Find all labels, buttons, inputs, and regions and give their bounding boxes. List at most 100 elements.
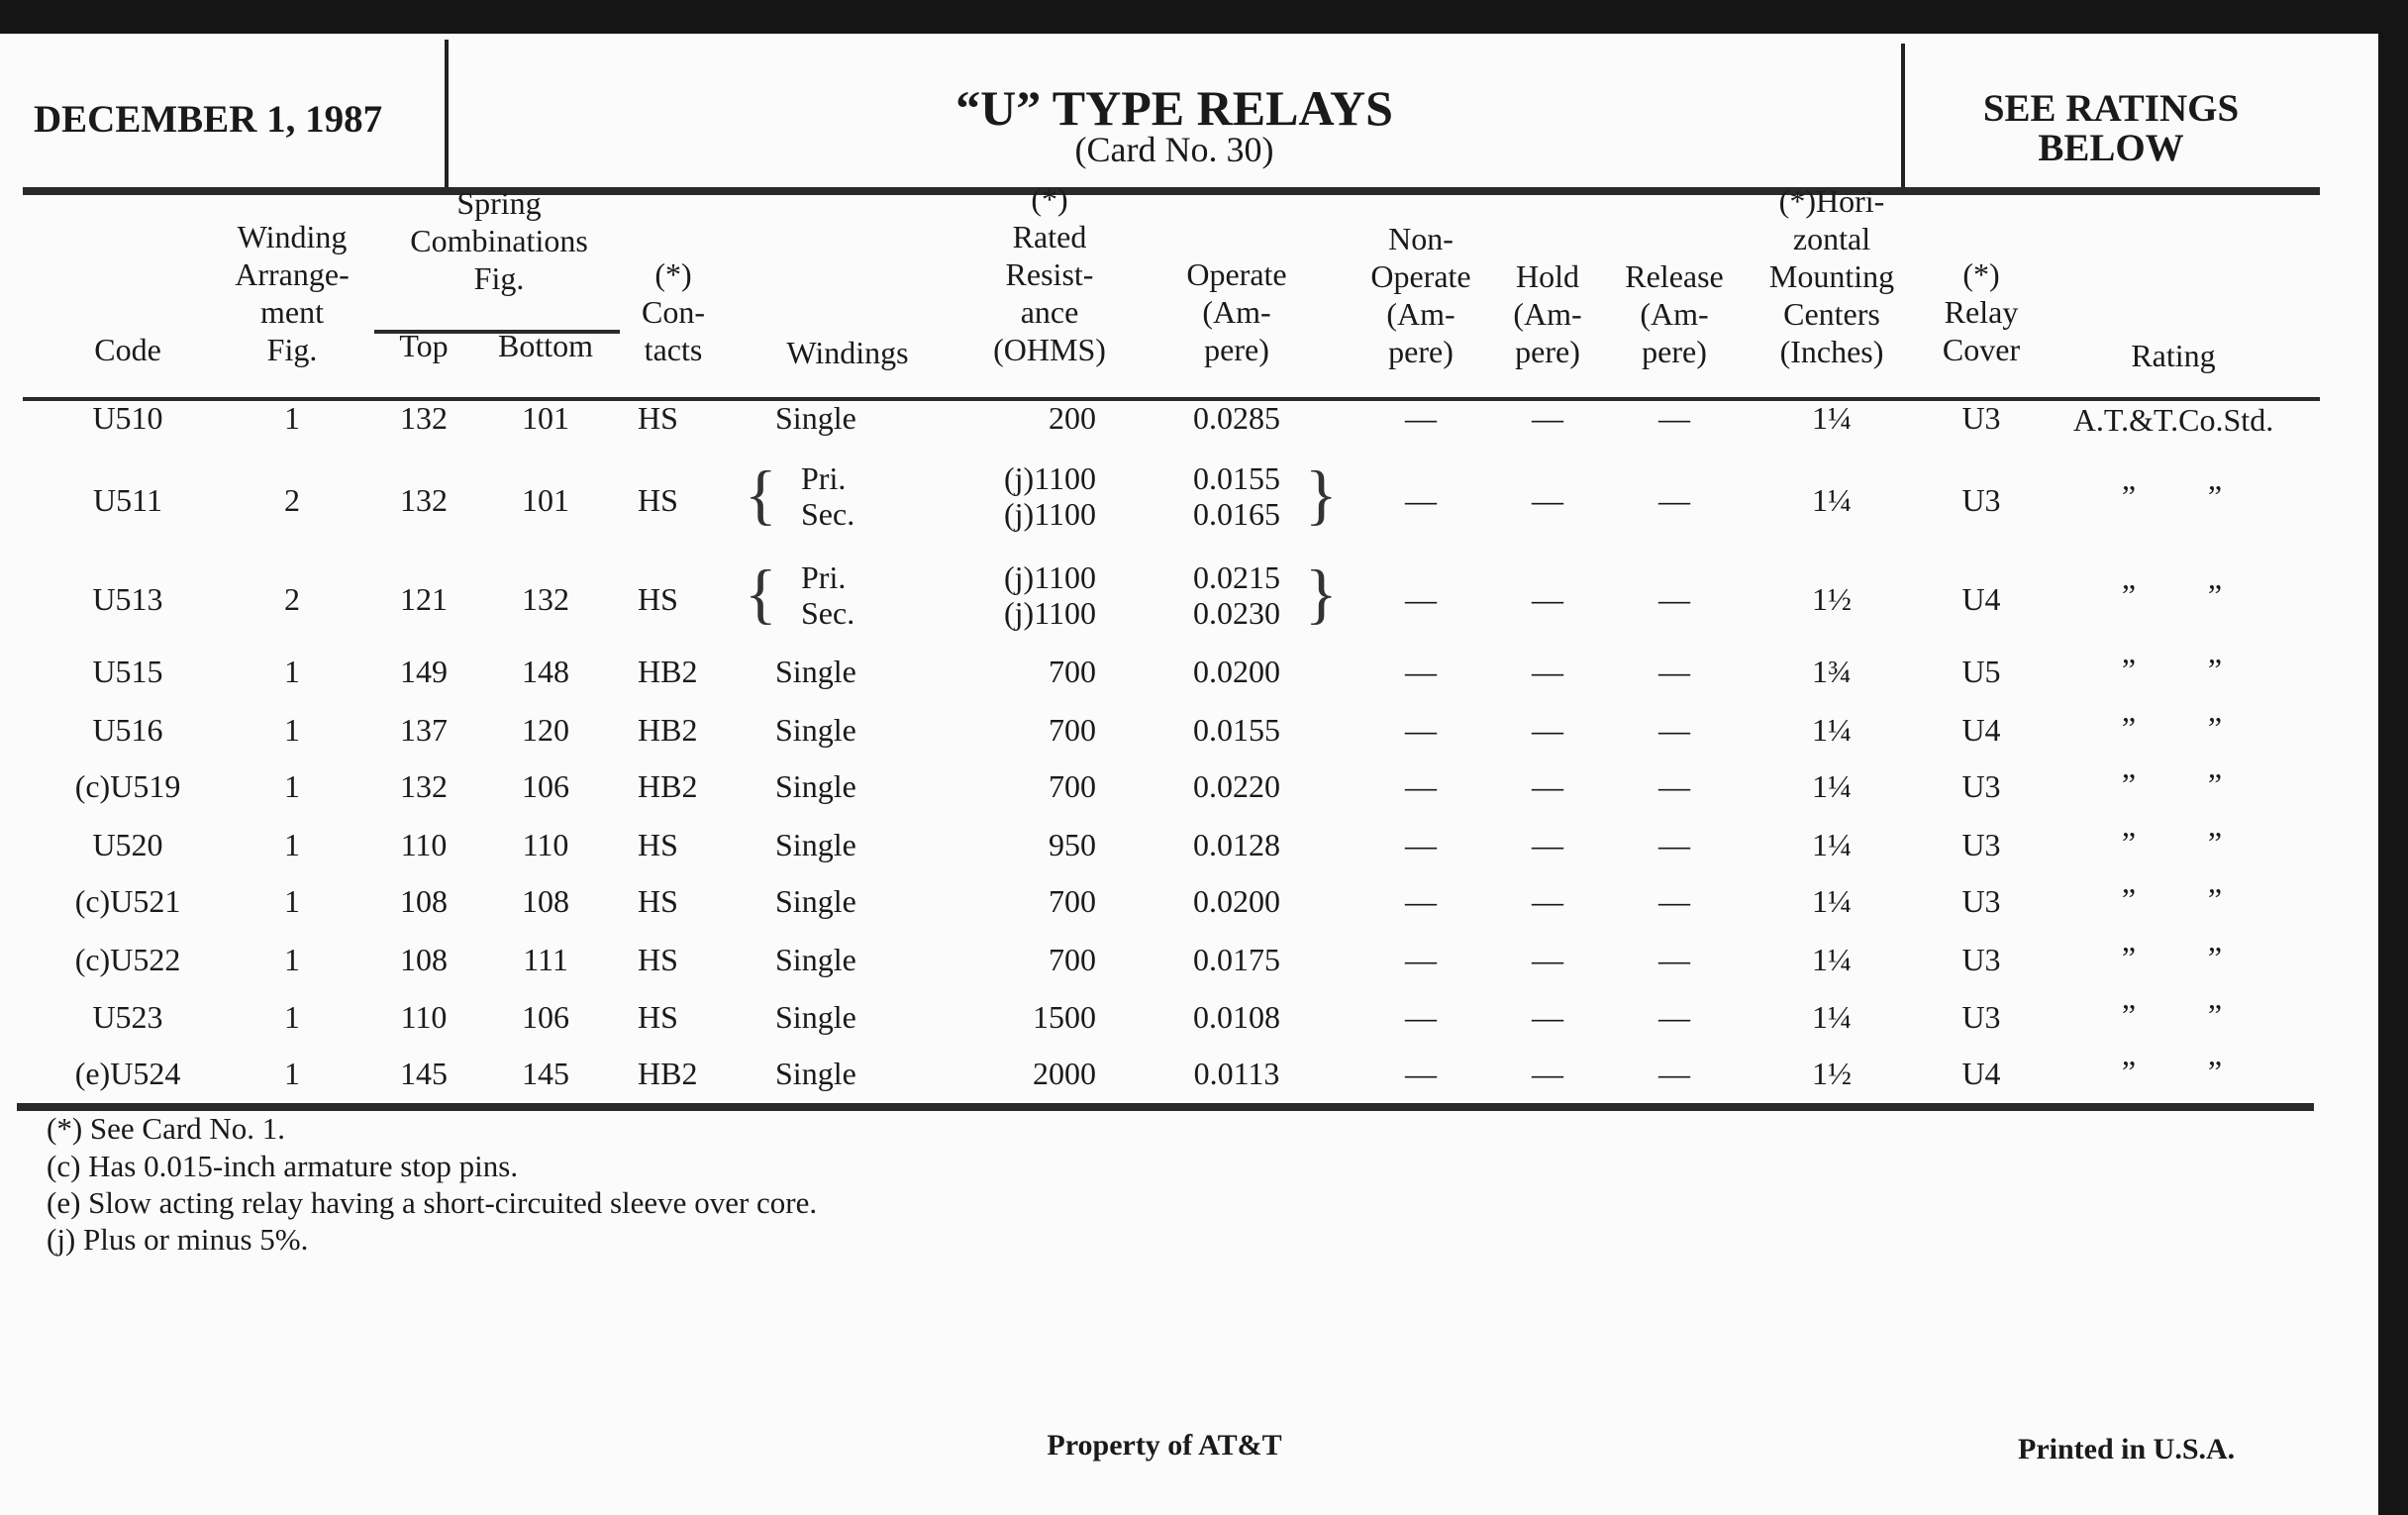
- cell-contacts: HS: [638, 999, 678, 1035]
- cell-top: 132: [400, 482, 448, 518]
- cell-windings: Single: [775, 942, 856, 977]
- cell-cover: U3: [1961, 482, 2001, 518]
- cell-bottom: 148: [522, 654, 569, 689]
- cell-winding: 1: [284, 768, 300, 804]
- cell-operate: 0.0215: [1193, 559, 1280, 595]
- cell-resistance: 700: [1049, 768, 1096, 804]
- cell-operate: 0.0113: [1193, 1056, 1280, 1091]
- column-header-mounting-line: Centers: [1783, 296, 1880, 332]
- column-header-mounting-line: (Inches): [1779, 334, 1884, 369]
- cell-release: —: [1658, 942, 1690, 977]
- cell-rating-ditto: ”: [2207, 478, 2223, 514]
- cell-nonoperate: —: [1405, 827, 1437, 862]
- cell-hold: —: [1532, 827, 1563, 862]
- cell-winding: 1: [284, 1056, 300, 1091]
- cell-release: —: [1658, 883, 1690, 919]
- cell-contacts: HS: [638, 827, 678, 862]
- cell-code: U511: [93, 482, 162, 518]
- cell-resistance: 700: [1049, 712, 1096, 748]
- cell-rating-ditto: ”: [2121, 997, 2137, 1033]
- cell-hold: —: [1532, 712, 1563, 748]
- header-divider-left: [445, 40, 449, 188]
- cell-resistance: (j)1100: [1003, 595, 1096, 631]
- cell-cover: U3: [1961, 827, 2001, 862]
- column-header-rule: [23, 397, 2320, 401]
- cell-rating-ditto: ”: [2121, 881, 2137, 917]
- footnote-j: (j) Plus or minus 5%.: [47, 1222, 309, 1257]
- cell-code: (c)U521: [74, 883, 181, 919]
- cell-windings: Pri.: [801, 559, 847, 595]
- cell-windings: Single: [775, 827, 856, 862]
- cell-rating-ditto: ”: [2207, 710, 2223, 746]
- cell-top: 145: [400, 1056, 448, 1091]
- cell-nonoperate: —: [1405, 1056, 1437, 1091]
- cell-cover: U3: [1961, 883, 2001, 919]
- cell-windings: Single: [775, 712, 856, 748]
- cell-mounting: 1¼: [1812, 768, 1852, 804]
- cell-top: 149: [400, 654, 448, 689]
- cell-operate: 0.0155: [1193, 712, 1280, 748]
- column-header-operate: Operate (Am-pere): [1186, 255, 1286, 368]
- cell-windings: Single: [775, 1056, 856, 1091]
- cell-cover: U3: [1961, 768, 2001, 804]
- cell-rating-ditto: ”: [2207, 825, 2223, 860]
- column-header-contacts-line: tacts: [644, 332, 703, 367]
- cell-resistance: (j)1100: [1003, 460, 1096, 496]
- column-header-winding-line: ment: [260, 294, 324, 330]
- cell-nonoperate: —: [1405, 482, 1437, 518]
- cell-rating-ditto: ”: [2121, 577, 2137, 613]
- cell-release: —: [1658, 768, 1690, 804]
- cell-bottom: 106: [522, 999, 569, 1035]
- column-header-hold-line: pere): [1515, 334, 1580, 369]
- cell-code: (e)U524: [74, 1056, 181, 1091]
- cell-operate: 0.0165: [1193, 496, 1280, 532]
- cell-bottom: 132: [522, 581, 569, 617]
- column-header-mounting-line: (*)Hori-: [1778, 183, 1885, 219]
- column-header-release-line: Release: [1625, 258, 1724, 294]
- column-header-nonoperate-line: Non-: [1388, 221, 1454, 256]
- cell-mounting: 1¼: [1812, 712, 1852, 748]
- cell-code: U520: [92, 827, 163, 862]
- cell-resistance: 700: [1049, 942, 1096, 977]
- cell-hold: —: [1532, 482, 1563, 518]
- column-header-cover-line: (*): [1962, 256, 2000, 292]
- cell-rating-ditto: ”: [2207, 577, 2223, 613]
- cell-rating-ditto: ”: [2121, 652, 2137, 687]
- column-header-code: Code: [94, 331, 161, 368]
- cell-rating-ditto: ”: [2207, 1054, 2223, 1089]
- cell-nonoperate: —: [1405, 999, 1437, 1035]
- cell-hold: —: [1532, 400, 1563, 436]
- column-header-winding-line: Arrange-: [235, 256, 350, 292]
- windings-brace: {: [745, 456, 777, 532]
- column-header-resistance-line: Resist-: [1005, 256, 1094, 292]
- cell-top: 121: [400, 581, 448, 617]
- cell-rating-ditto: ”: [2207, 997, 2223, 1033]
- card-date: DECEMBER 1, 1987: [34, 98, 383, 141]
- windings-brace: {: [745, 556, 777, 631]
- column-header-nonoperate-line: pere): [1388, 334, 1454, 369]
- cell-top: 137: [400, 712, 448, 748]
- scan-right-border: [2378, 0, 2408, 1515]
- column-header-cover: (*) Relay Cover: [1943, 255, 2020, 368]
- cell-release: —: [1658, 999, 1690, 1035]
- header-rule: [23, 187, 2320, 195]
- cell-hold: —: [1532, 1056, 1563, 1091]
- cell-hold: —: [1532, 581, 1563, 617]
- column-header-mounting: (*)Hori-zontal Mounting Centers (Inches): [1769, 182, 1894, 370]
- cell-contacts: HB2: [638, 654, 698, 689]
- cell-mounting: 1¼: [1812, 827, 1852, 862]
- cell-hold: —: [1532, 654, 1563, 689]
- cell-winding: 1: [284, 999, 300, 1035]
- cell-mounting: 1¾: [1812, 654, 1852, 689]
- cell-code: U513: [92, 581, 163, 617]
- cell-contacts: HS: [638, 883, 678, 919]
- column-header-release-line: pere): [1642, 334, 1707, 369]
- cell-rating-ditto: ”: [2207, 652, 2223, 687]
- cell-winding: 1: [284, 942, 300, 977]
- footnote-e: (e) Slow acting relay having a short-cir…: [47, 1185, 818, 1220]
- cell-mounting: 1½: [1812, 581, 1852, 617]
- cell-winding: 2: [284, 482, 300, 518]
- column-header-top-line: Top: [399, 328, 449, 363]
- column-header-nonoperate-line: Operate: [1370, 258, 1471, 294]
- property-notice: Property of AT&T: [1047, 1429, 1282, 1462]
